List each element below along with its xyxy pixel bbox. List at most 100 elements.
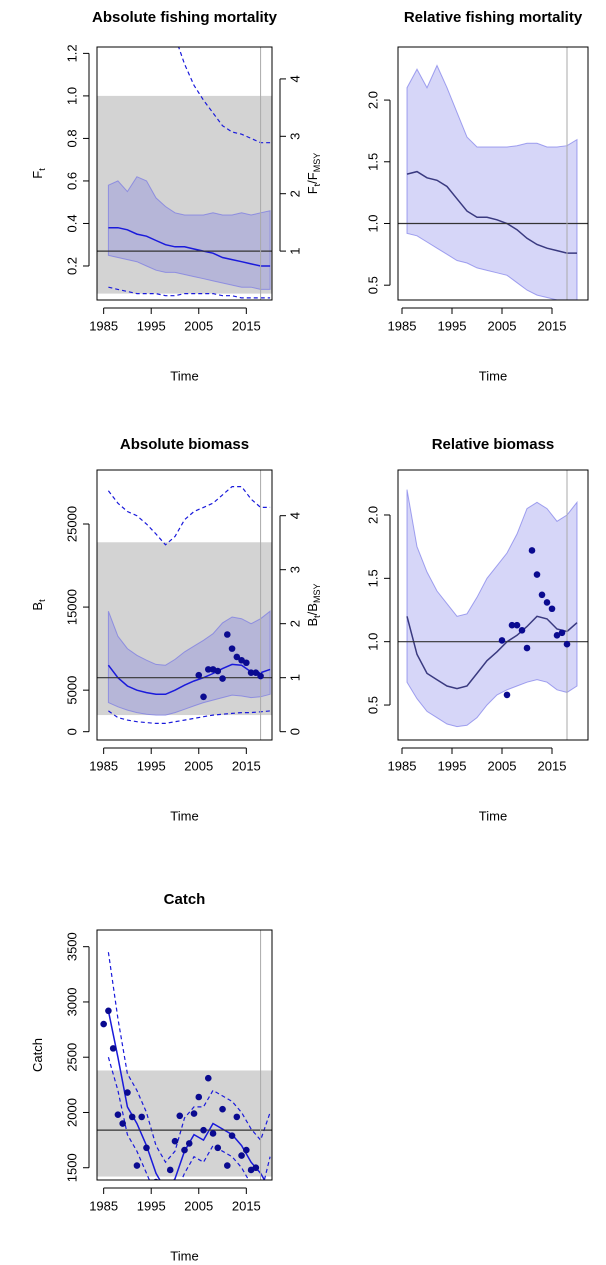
data-point bbox=[166, 1166, 174, 1174]
y2-axis-label: Ft/FMSY bbox=[305, 153, 322, 195]
y-tick-label: 0 bbox=[64, 728, 79, 735]
data-point bbox=[148, 1181, 155, 1188]
x-tick-label: 1985 bbox=[89, 758, 118, 773]
x-tick-label: 1985 bbox=[89, 1198, 118, 1213]
y-tick-label: 1.0 bbox=[365, 633, 380, 651]
data-point bbox=[214, 1144, 222, 1152]
y-tick-label: 2000 bbox=[64, 1098, 79, 1127]
data-point bbox=[171, 1137, 179, 1145]
y-axis-label-part: t bbox=[37, 168, 47, 171]
data-point bbox=[503, 691, 511, 699]
data-point bbox=[528, 547, 536, 554]
data-point bbox=[204, 1074, 212, 1082]
y-tick-label: 2500 bbox=[64, 1043, 79, 1072]
data-point bbox=[200, 693, 207, 701]
y-axis-label-part: F bbox=[30, 171, 45, 179]
data-point bbox=[185, 1140, 193, 1147]
x-tick-label: 2005 bbox=[184, 318, 213, 333]
y-tick-label: 2.0 bbox=[365, 506, 380, 524]
y-tick-label: 15000 bbox=[64, 589, 79, 625]
y-tick-label: 0.5 bbox=[365, 696, 380, 714]
plot-box bbox=[397, 469, 589, 741]
x-tick-label: 2015 bbox=[232, 758, 261, 773]
y2-tick-label: 2 bbox=[287, 190, 302, 197]
data-point bbox=[257, 672, 264, 680]
data-point bbox=[219, 675, 226, 682]
x-tick-label: 1985 bbox=[388, 758, 417, 773]
data-point bbox=[223, 631, 231, 638]
y-tick-label: 0.4 bbox=[64, 214, 79, 232]
y2-tick-label: 3 bbox=[287, 566, 302, 573]
data-point bbox=[233, 653, 241, 661]
data-point bbox=[518, 626, 526, 634]
dashed-line bbox=[108, 710, 271, 724]
y2-tick-label: 0 bbox=[287, 728, 302, 735]
x-tick-label: 2005 bbox=[488, 758, 517, 773]
x-tick-label: 2015 bbox=[232, 318, 261, 333]
x-axis-label: Time bbox=[170, 368, 198, 383]
y-tick-label: 1.0 bbox=[64, 87, 79, 105]
estimate-line bbox=[406, 615, 578, 690]
x-tick-label: 2005 bbox=[184, 758, 213, 773]
data-point bbox=[181, 1146, 188, 1154]
data-point bbox=[513, 621, 521, 629]
data-point bbox=[138, 1113, 146, 1121]
x-axis-label: Time bbox=[170, 1248, 198, 1263]
y-axis-label-part: Catch bbox=[30, 1038, 45, 1072]
estimate-line bbox=[406, 170, 577, 254]
y2-tick-label: 4 bbox=[287, 75, 302, 82]
y2-axis-label-part: B bbox=[305, 618, 320, 627]
plot-area bbox=[97, 470, 272, 740]
x-tick-label: 1995 bbox=[137, 758, 166, 773]
dashed-line bbox=[178, 47, 271, 144]
y-tick-label: 0.2 bbox=[64, 257, 79, 275]
data-point bbox=[243, 659, 250, 667]
x-axis-label: Time bbox=[479, 368, 507, 383]
data-point bbox=[195, 1093, 203, 1101]
data-point bbox=[119, 1120, 126, 1127]
data-point bbox=[252, 669, 260, 677]
y-tick-label: 1.0 bbox=[365, 214, 380, 232]
data-point bbox=[176, 1112, 184, 1120]
dashed-line bbox=[107, 1057, 271, 1180]
reference-band bbox=[97, 95, 272, 294]
data-point bbox=[209, 1130, 217, 1137]
x-tick-label: 1995 bbox=[438, 758, 467, 773]
estimate-line bbox=[107, 663, 271, 696]
y2-axis-label-part: t bbox=[312, 615, 322, 618]
y-tick-label: 5000 bbox=[64, 676, 79, 705]
plot-area bbox=[97, 47, 272, 300]
x-tick-label: 2015 bbox=[538, 318, 567, 333]
x-tick-label: 1995 bbox=[438, 318, 467, 333]
data-point bbox=[533, 571, 541, 578]
panel-title: Catch bbox=[164, 891, 206, 908]
x-axis-label: Time bbox=[479, 808, 507, 823]
data-point bbox=[204, 666, 212, 673]
x-axis-label: Time bbox=[170, 808, 198, 823]
y2-axis-label-part: F bbox=[305, 186, 320, 194]
y-tick-label: 0.6 bbox=[64, 172, 79, 190]
plot-area bbox=[97, 930, 272, 1188]
plot-box bbox=[96, 46, 273, 301]
data-point bbox=[498, 637, 506, 644]
data-point bbox=[563, 640, 571, 648]
dashed-line bbox=[107, 486, 271, 546]
data-point bbox=[523, 644, 531, 652]
data-point bbox=[238, 1152, 245, 1159]
data-point bbox=[252, 1164, 260, 1172]
data-point bbox=[219, 1105, 226, 1113]
plot-box bbox=[397, 46, 589, 301]
y-axis-label: Catch bbox=[30, 1038, 45, 1072]
data-point bbox=[233, 1113, 241, 1121]
x-tick-label: 1995 bbox=[137, 318, 166, 333]
reference-band bbox=[97, 542, 272, 716]
y2-tick-label: 3 bbox=[287, 133, 302, 140]
y-tick-label: 3500 bbox=[64, 932, 79, 961]
data-point bbox=[538, 591, 546, 599]
plot-box bbox=[96, 929, 273, 1181]
x-tick-label: 1985 bbox=[388, 318, 417, 333]
data-point bbox=[195, 671, 203, 679]
y2-axis-label-part: MSY bbox=[312, 584, 322, 604]
x-tick-label: 1995 bbox=[137, 1198, 166, 1213]
